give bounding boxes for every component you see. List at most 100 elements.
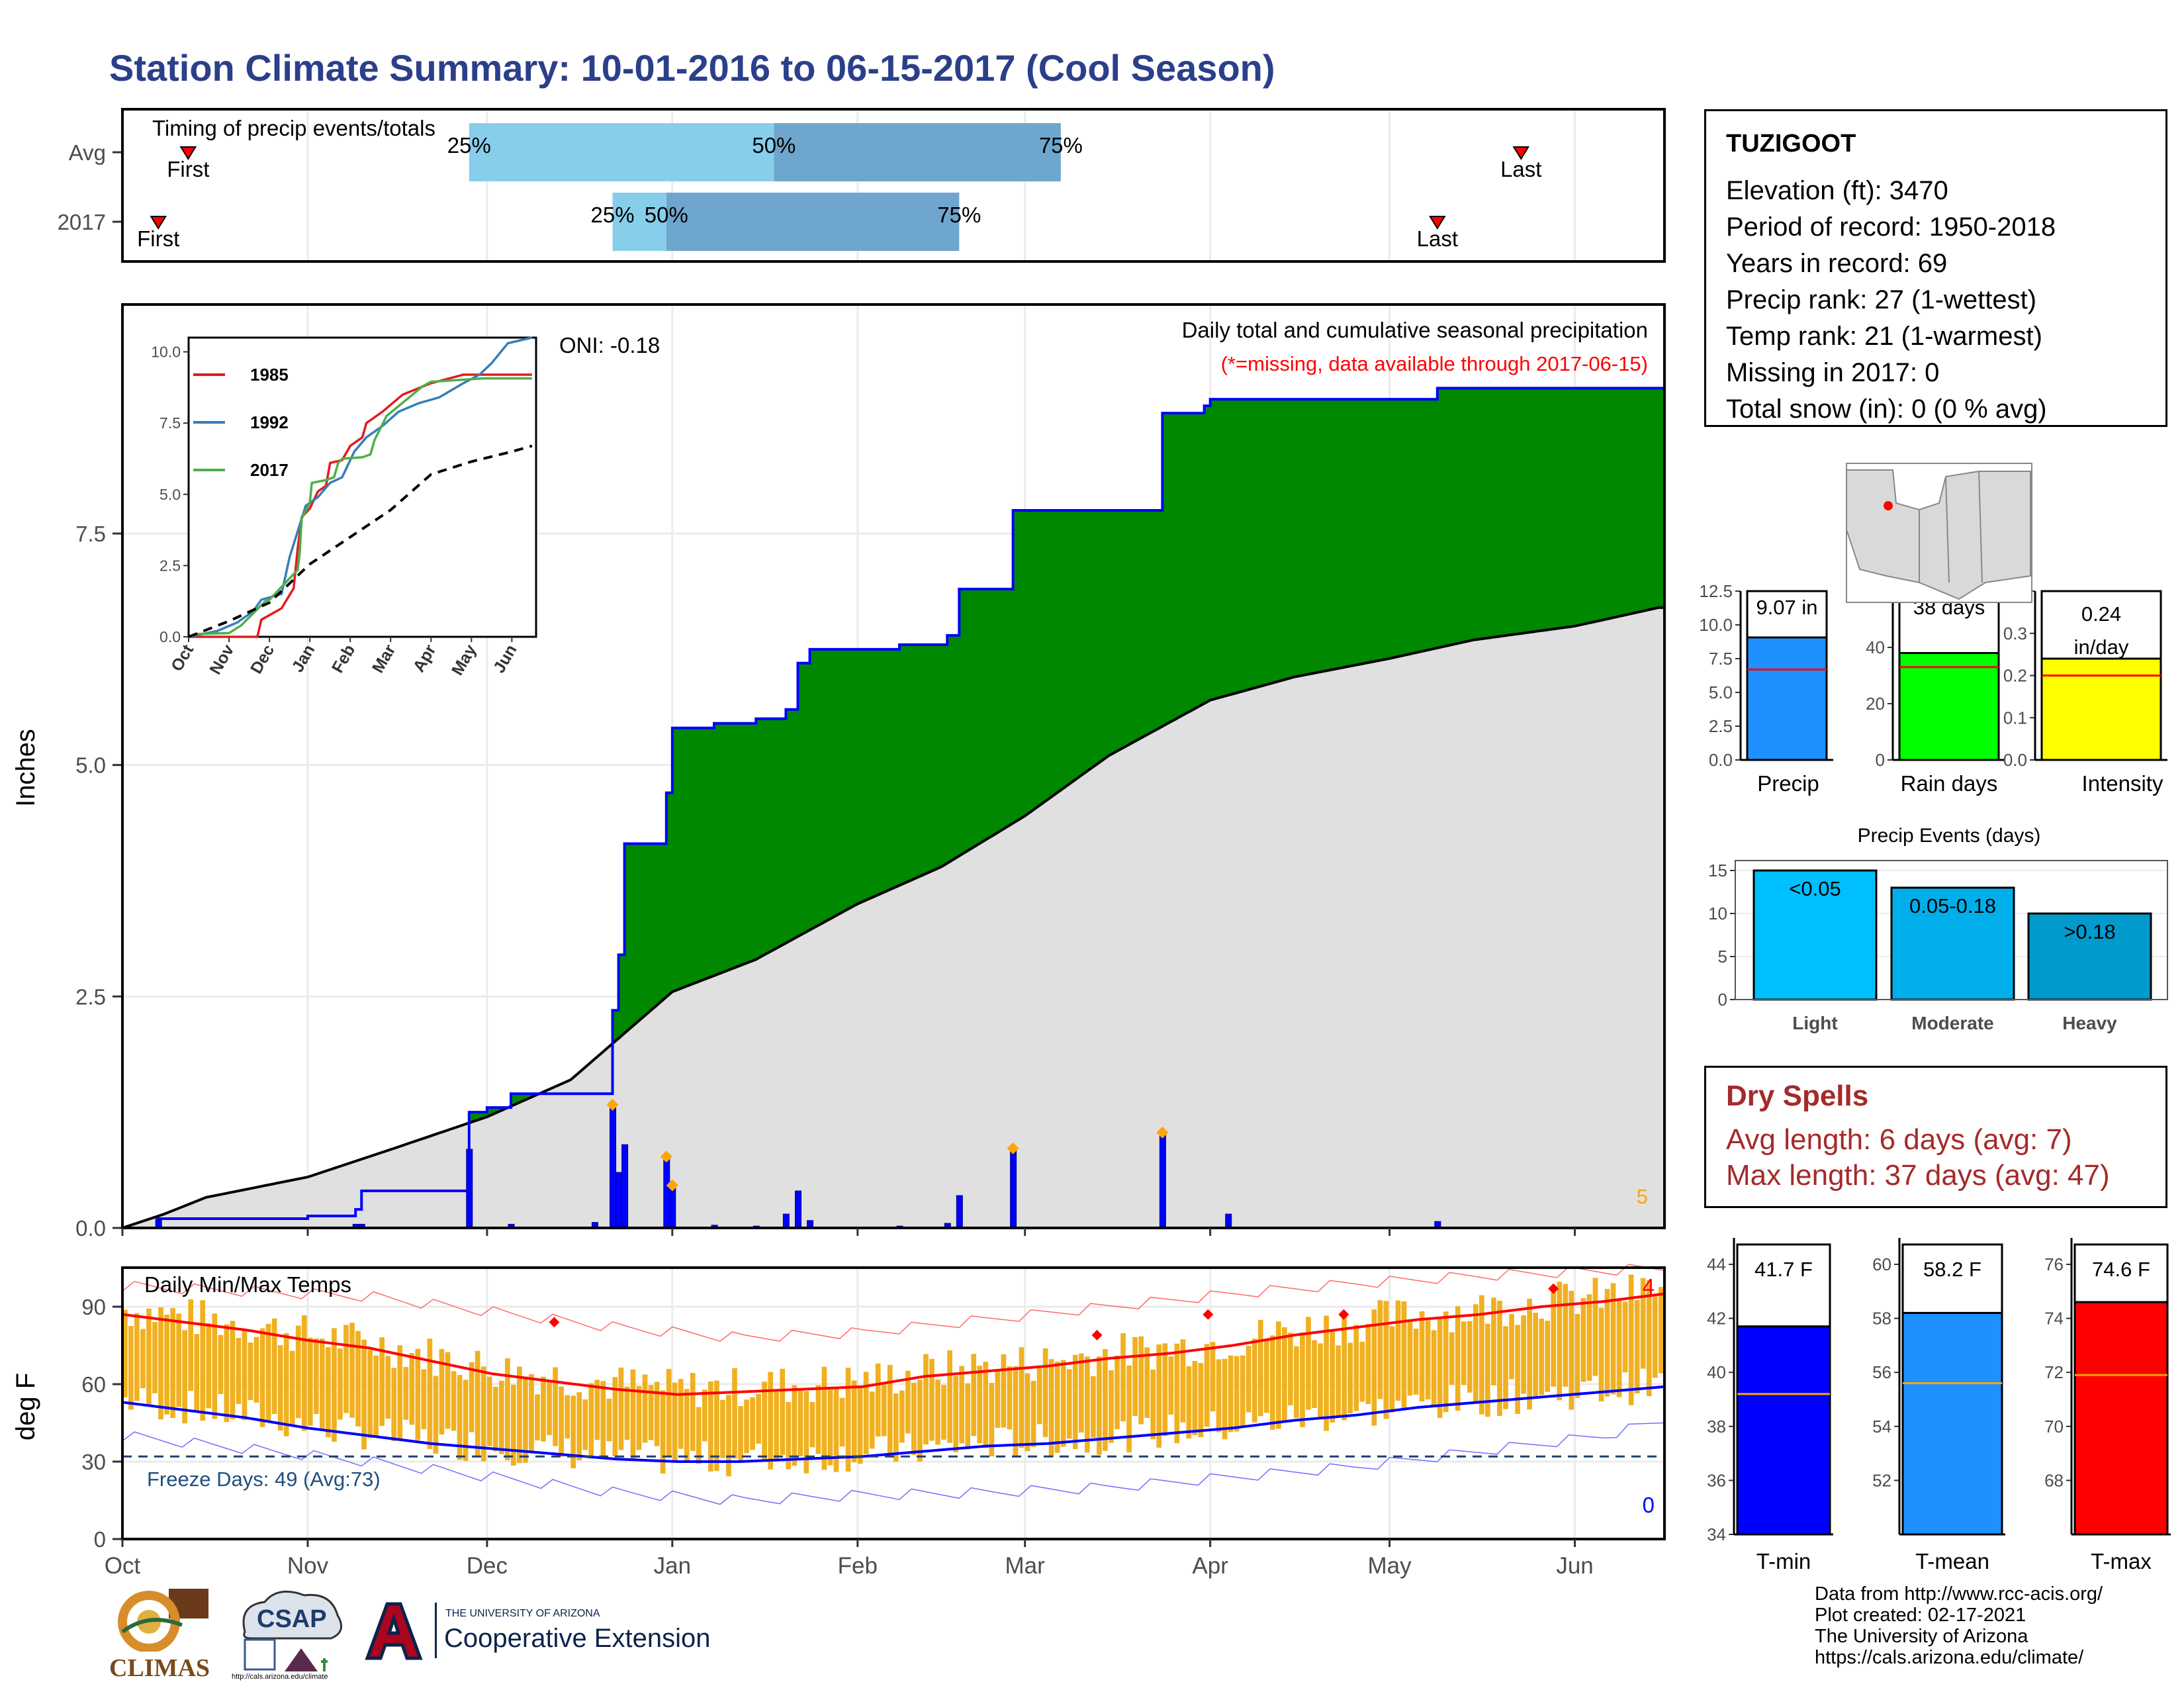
- csap-logo: CSAP http://cals.arizona.edu/climate: [232, 1585, 351, 1685]
- precip-surplus-area: [845, 649, 852, 911]
- precip-surplus-area: [1634, 388, 1641, 613]
- timing-panel: Timing of precip events/totals Avg 25% 50% 7…: [58, 108, 1666, 263]
- precip-surplus-area: [935, 644, 942, 870]
- tsum-category-label: T-max: [2091, 1549, 2152, 1573]
- temps-daily-bar: [391, 1368, 397, 1441]
- totals-ytick-label: 0: [1876, 750, 1885, 770]
- temps-daily-bar: [983, 1362, 989, 1448]
- temps-daily-bar: [1563, 1284, 1569, 1387]
- totals-ytick-label: 0.0: [2003, 750, 2027, 770]
- temps-daily-bar: [1598, 1307, 1604, 1402]
- tsum-category-label: T-mean: [1915, 1549, 1989, 1573]
- temps-daily-bar: [1150, 1369, 1156, 1440]
- temps-daily-bar: [176, 1313, 181, 1407]
- temps-daily-bar: [965, 1383, 971, 1450]
- precip-surplus-area: [857, 649, 864, 904]
- precip-surplus-area: [1407, 399, 1414, 655]
- temps-daily-bar: [1109, 1370, 1114, 1443]
- precip-surplus-area: [1598, 388, 1606, 621]
- temps-daily-bar: [253, 1336, 259, 1403]
- tsum-ytick-label: 76: [2044, 1254, 2064, 1274]
- temps-daily-bar: [379, 1337, 385, 1427]
- temps-daily-bar: [1078, 1353, 1084, 1433]
- totals-ytick-label: 7.5: [1709, 649, 1733, 669]
- temps-daily-bar: [415, 1348, 421, 1440]
- temps-daily-bar: [242, 1330, 248, 1421]
- temps-daily-bar: [1030, 1381, 1036, 1447]
- timing-first-label: First: [167, 157, 209, 181]
- temps-daily-bar: [1084, 1356, 1090, 1453]
- temps-daily-bar: [857, 1388, 863, 1464]
- temps-daily-bar: [469, 1362, 475, 1432]
- temps-daily-bar: [1269, 1335, 1275, 1430]
- precip-surplus-area: [923, 644, 930, 875]
- temps-daily-bar: [1473, 1304, 1479, 1404]
- temps-daily-bar: [271, 1318, 277, 1415]
- temps-daily-bar: [1263, 1340, 1269, 1413]
- precip-surplus-area: [792, 709, 799, 940]
- temps-daily-bar: [1347, 1342, 1353, 1414]
- timing-first-label: First: [137, 226, 179, 251]
- precip-surplus-area: [732, 723, 739, 969]
- temps-daily-bar: [289, 1350, 295, 1426]
- ua-logo: THE UNIVERSITY OF ARIZONA Cooperative Ex…: [361, 1599, 745, 1665]
- precip-surplus-area: [762, 718, 768, 957]
- temps-daily-bar: [463, 1380, 469, 1462]
- temps-record-marker: [1338, 1309, 1349, 1320]
- totals-ytick-label: 0.0: [1709, 750, 1733, 770]
- precip-surplus-area: [672, 727, 679, 992]
- temps-daily-bar: [1198, 1362, 1204, 1438]
- temps-daily-bar: [881, 1383, 887, 1436]
- precip-surplus-area: [1024, 510, 1032, 816]
- precip-surplus-area: [1574, 388, 1582, 626]
- temps-daily-bar: [170, 1308, 175, 1419]
- temps-daily-bar: [672, 1382, 678, 1463]
- temps-daily-bar: [277, 1345, 283, 1430]
- precip-surplus-area: [475, 1112, 482, 1121]
- temps-daily-bar: [1222, 1358, 1228, 1440]
- temp-summary-panel: 34 36 38 40 42 44 41.7 F T-min 52 54 56 58 60 58.2 F T…: [1707, 1238, 2171, 1573]
- tsum-category-label: T-min: [1756, 1549, 1811, 1573]
- events-panel: 0 5 10 15 <0.05 Light 0.05-0.18 Moderate >0.18 He…: [1708, 825, 2168, 1033]
- temps-daily-bar: [511, 1385, 516, 1466]
- temps-daily-bar: [977, 1366, 983, 1444]
- precip-surplus-area: [1497, 388, 1504, 637]
- climas-logo: CLIMAS: [109, 1585, 215, 1682]
- temps-xtick-label: Jan: [654, 1553, 691, 1579]
- temps-daily-bar: [893, 1393, 899, 1462]
- precip-surplus-area: [654, 843, 661, 1008]
- temps-daily-bar: [445, 1352, 451, 1429]
- precip-surplus-area: [469, 1112, 476, 1123]
- precip-surplus-area: [690, 727, 697, 985]
- temps-daily-bar: [582, 1399, 588, 1450]
- temps-daily-bar: [762, 1382, 767, 1462]
- temps-daily-bar: [1066, 1369, 1072, 1439]
- temps-ytick-label: 90: [81, 1295, 106, 1319]
- temps-xtick-label: Dec: [467, 1553, 508, 1579]
- station-period: Period of record: 1950-2018: [1726, 212, 2056, 242]
- temps-daily-bar: [283, 1333, 289, 1436]
- events-category-label: Heavy: [2062, 1013, 2117, 1033]
- totals-value-label: 9.07 in: [1756, 596, 1817, 619]
- csap-logo-url: http://cals.arizona.edu/climate: [232, 1673, 328, 1681]
- temps-daily-bar: [1342, 1315, 1347, 1421]
- precip-surplus-area: [989, 588, 996, 838]
- temps-xtick-label: Feb: [838, 1553, 878, 1579]
- temps-daily-bar: [1192, 1360, 1198, 1436]
- precip-surplus-area: [1342, 399, 1348, 668]
- precip-surplus-area: [1048, 510, 1056, 799]
- credit-university: The University of Arizona: [1815, 1626, 2028, 1647]
- temps-daily-bar: [421, 1369, 427, 1429]
- precip-surplus-area: [774, 718, 781, 950]
- temps-record-marker: [1548, 1283, 1559, 1294]
- temps-daily-bar: [1007, 1366, 1013, 1430]
- temps-daily-bar: [259, 1328, 265, 1427]
- temps-daily-bar: [756, 1393, 761, 1444]
- temps-daily-bar: [1610, 1283, 1616, 1395]
- precip-surplus-area: [642, 843, 649, 1018]
- temps-daily-bar: [869, 1391, 875, 1449]
- precip-surplus-area: [1401, 399, 1408, 656]
- temps-daily-bar: [1395, 1300, 1401, 1401]
- temps-daily-bar: [535, 1394, 540, 1440]
- precip-daily-bar: [795, 1190, 802, 1229]
